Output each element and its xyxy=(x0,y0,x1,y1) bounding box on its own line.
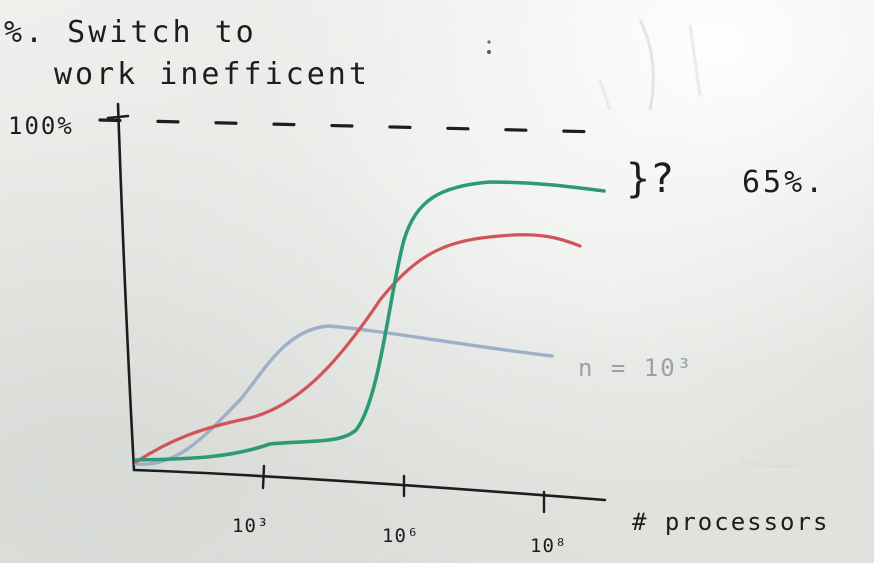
hundred-percent-dashed-line xyxy=(98,118,604,134)
x-tick-label-1: 10³ xyxy=(232,515,269,537)
x-tick-label-3: 10⁸ xyxy=(530,535,567,557)
y-axis xyxy=(116,102,136,472)
ghost-stroke xyxy=(598,79,612,111)
green-curve xyxy=(134,180,606,462)
red-curve xyxy=(134,233,582,464)
ghost-stroke xyxy=(739,458,801,469)
ghost-stroke xyxy=(688,24,702,96)
side-question: }? xyxy=(626,156,674,202)
x-axis xyxy=(132,468,607,502)
blue-curve-label: n = 10³ xyxy=(578,354,693,382)
marker-dot xyxy=(487,40,491,44)
blue-curve xyxy=(134,324,554,466)
x-axis-label: # processors xyxy=(632,508,829,536)
title-line-1: %. Switch to xyxy=(4,15,257,50)
x-tick-1 xyxy=(261,464,266,490)
marker-dot xyxy=(487,50,491,54)
y-top-label: 100% xyxy=(8,112,74,140)
side-value: 65%. xyxy=(742,165,826,200)
y-axis-top-tick xyxy=(106,114,130,120)
x-tick-label-2: 10⁶ xyxy=(382,525,419,547)
title-line-2: work inefficent xyxy=(54,57,370,92)
ghost-stroke xyxy=(638,19,655,111)
